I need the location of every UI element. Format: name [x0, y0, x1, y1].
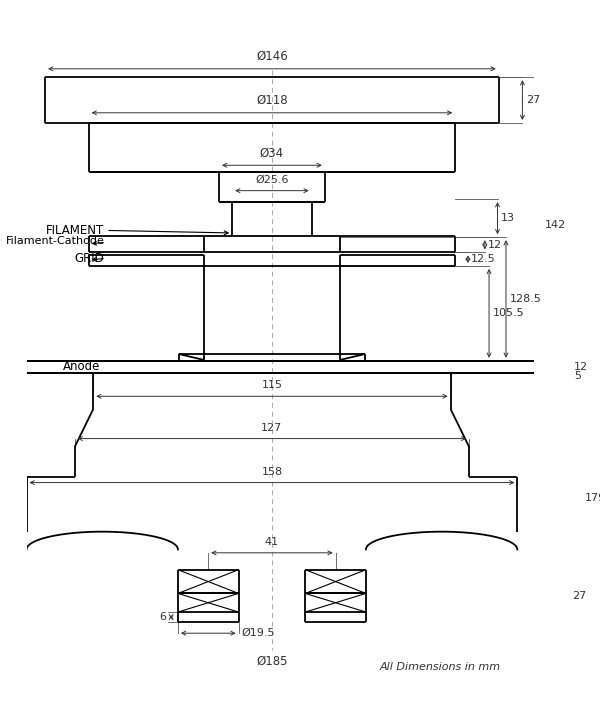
Text: 12: 12	[574, 362, 588, 372]
Text: 12: 12	[488, 240, 502, 250]
Text: 179: 179	[585, 493, 600, 503]
Text: FILAMENT: FILAMENT	[46, 224, 104, 237]
Text: Ø146: Ø146	[256, 50, 288, 63]
Text: 115: 115	[262, 380, 283, 390]
Text: 27: 27	[526, 95, 540, 105]
Text: 12.5: 12.5	[471, 254, 496, 264]
Text: 142: 142	[544, 220, 566, 230]
Text: All Dimensions in mm: All Dimensions in mm	[379, 662, 500, 672]
Text: 158: 158	[262, 467, 283, 477]
Text: GRID: GRID	[74, 252, 104, 265]
Text: Ø25.6: Ø25.6	[255, 174, 289, 185]
Text: 105.5: 105.5	[493, 308, 524, 318]
Text: 41: 41	[265, 537, 279, 547]
Text: 27: 27	[572, 591, 586, 601]
Text: Ø19.5: Ø19.5	[241, 628, 275, 638]
Text: Ø185: Ø185	[256, 654, 287, 667]
Text: 6: 6	[159, 612, 166, 622]
Text: Ø34: Ø34	[260, 146, 284, 159]
Text: 127: 127	[262, 422, 283, 433]
Text: 13: 13	[501, 213, 515, 223]
Text: 128.5: 128.5	[509, 294, 541, 304]
Text: 5: 5	[574, 371, 581, 380]
Text: Anode: Anode	[63, 360, 100, 373]
Text: Ø118: Ø118	[256, 94, 288, 107]
Text: Filament-Cathode: Filament-Cathode	[5, 236, 104, 246]
